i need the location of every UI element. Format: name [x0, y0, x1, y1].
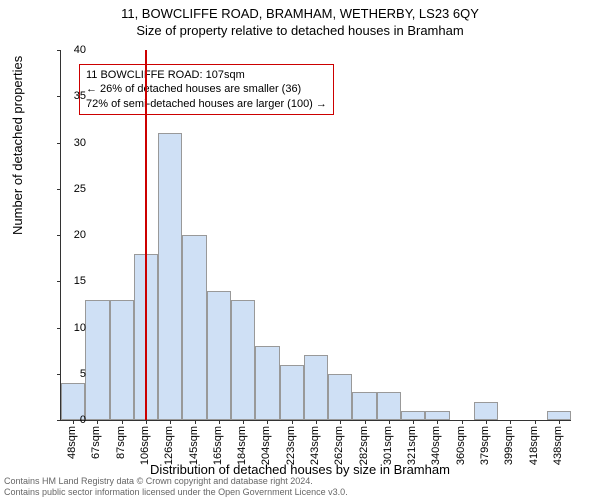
footer-line-2: Contains public sector information licen… — [4, 487, 348, 498]
xtick-label: 321sqm — [406, 426, 418, 465]
xtick-label: 87sqm — [115, 426, 127, 459]
footer: Contains HM Land Registry data © Crown c… — [4, 476, 348, 498]
histogram-bar — [182, 235, 206, 420]
ytick-label: 35 — [56, 90, 86, 102]
xtick-mark — [365, 420, 366, 424]
xtick-label: 223sqm — [285, 426, 297, 465]
info-box: 11 BOWCLIFFE ROAD: 107sqm ← 26% of detac… — [79, 64, 334, 115]
histogram-bar — [158, 133, 182, 420]
xtick-mark — [389, 420, 390, 424]
xtick-mark — [535, 420, 536, 424]
y-axis-label: Number of detached properties — [10, 56, 25, 235]
xtick-mark — [97, 420, 98, 424]
ytick-label: 25 — [56, 183, 86, 195]
xtick-label: 126sqm — [163, 426, 175, 465]
chart-title: 11, BOWCLIFFE ROAD, BRAMHAM, WETHERBY, L… — [0, 0, 600, 21]
xtick-label: 145sqm — [188, 426, 200, 465]
xtick-label: 106sqm — [139, 426, 151, 465]
ytick-label: 15 — [56, 275, 86, 287]
xtick-mark — [510, 420, 511, 424]
xtick-mark — [195, 420, 196, 424]
histogram-bar — [401, 411, 425, 420]
info-line-1: 11 BOWCLIFFE ROAD: 107sqm — [86, 68, 327, 82]
xtick-mark — [122, 420, 123, 424]
xtick-mark — [413, 420, 414, 424]
histogram-bar — [425, 411, 449, 420]
xtick-label: 165sqm — [212, 426, 224, 465]
ytick-label: 10 — [56, 322, 86, 334]
ytick-label: 0 — [56, 414, 86, 426]
xtick-label: 438sqm — [552, 426, 564, 465]
xtick-mark — [316, 420, 317, 424]
histogram-bar — [547, 411, 571, 420]
histogram-bar — [255, 346, 279, 420]
xtick-label: 204sqm — [260, 426, 272, 465]
xtick-mark — [243, 420, 244, 424]
xtick-label: 340sqm — [430, 426, 442, 465]
xtick-label: 399sqm — [503, 426, 515, 465]
xtick-mark — [462, 420, 463, 424]
xtick-label: 262sqm — [333, 426, 345, 465]
xtick-mark — [292, 420, 293, 424]
xtick-label: 243sqm — [309, 426, 321, 465]
chart-container: 11, BOWCLIFFE ROAD, BRAMHAM, WETHERBY, L… — [0, 0, 600, 500]
plot-area: 11 BOWCLIFFE ROAD: 107sqm ← 26% of detac… — [60, 50, 571, 421]
xtick-mark — [146, 420, 147, 424]
xtick-mark — [340, 420, 341, 424]
ytick-label: 20 — [56, 229, 86, 241]
histogram-bar — [474, 402, 498, 421]
xtick-label: 301sqm — [382, 426, 394, 465]
xtick-label: 360sqm — [455, 426, 467, 465]
xtick-label: 282sqm — [358, 426, 370, 465]
histogram-bar — [328, 374, 352, 420]
histogram-bar — [280, 365, 304, 421]
xtick-label: 184sqm — [236, 426, 248, 465]
histogram-bar — [207, 291, 231, 421]
xtick-mark — [486, 420, 487, 424]
histogram-bar — [110, 300, 134, 420]
info-line-2: ← 26% of detached houses are smaller (36… — [86, 82, 327, 96]
histogram-bar — [352, 392, 376, 420]
xtick-mark — [559, 420, 560, 424]
footer-line-1: Contains HM Land Registry data © Crown c… — [4, 476, 348, 487]
info-line-3: 72% of semi-detached houses are larger (… — [86, 97, 327, 111]
histogram-bar — [377, 392, 401, 420]
xtick-label: 67sqm — [90, 426, 102, 459]
histogram-bar — [85, 300, 109, 420]
chart-subtitle: Size of property relative to detached ho… — [0, 21, 600, 38]
ytick-label: 40 — [56, 44, 86, 56]
histogram-bar — [231, 300, 255, 420]
reference-line — [145, 50, 147, 420]
xtick-mark — [267, 420, 268, 424]
xtick-mark — [437, 420, 438, 424]
xtick-label: 48sqm — [66, 426, 78, 459]
xtick-mark — [219, 420, 220, 424]
xtick-label: 379sqm — [479, 426, 491, 465]
ytick-label: 30 — [56, 137, 86, 149]
ytick-label: 5 — [56, 368, 86, 380]
xtick-mark — [170, 420, 171, 424]
xtick-label: 418sqm — [528, 426, 540, 465]
histogram-bar — [304, 355, 328, 420]
